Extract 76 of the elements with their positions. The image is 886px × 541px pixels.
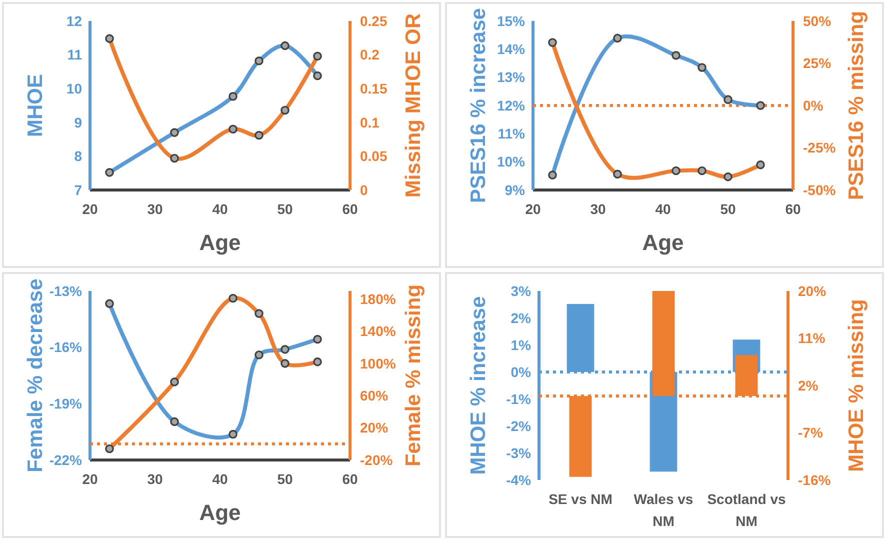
y-axis-title: MHOE xyxy=(24,74,47,137)
y2-tick-label: 0.15 xyxy=(360,80,388,96)
y2-tick-label: 2% xyxy=(798,377,819,394)
x-tick-label: 60 xyxy=(342,201,358,217)
x-tick-label: 30 xyxy=(147,201,163,217)
y2-axis-title: MHOE % missing xyxy=(845,299,868,472)
y-tick-label: -16% xyxy=(49,339,83,356)
x-tick-label: Scotland vs NM xyxy=(707,491,786,529)
y-tick-label: -22% xyxy=(49,452,83,468)
y2-axis-title: Female % missing xyxy=(402,284,425,467)
y-tick-label: -13% xyxy=(49,282,83,299)
x-tick-label: 40 xyxy=(212,201,228,217)
y2-tick-label: 60% xyxy=(360,388,389,404)
y2-axis-title: PSES16 % missing xyxy=(845,10,868,200)
x-tick-label: 60 xyxy=(342,471,358,487)
y-tick-label: 12% xyxy=(496,97,526,114)
x-tick-label: SE vs NM xyxy=(548,491,612,507)
y2-tick-label: 180% xyxy=(360,290,396,307)
y-tick-label: 7 xyxy=(74,182,82,198)
y2-tick-label: -16% xyxy=(798,472,832,488)
y2-tick-label: 100% xyxy=(360,355,396,372)
y-axis-title: PSES16 % increase xyxy=(467,8,490,203)
x-tick-label: 20 xyxy=(82,471,98,487)
x-tick-label: 60 xyxy=(785,201,801,217)
y-tick-label: 10 xyxy=(66,80,82,96)
y2-tick-label: 25% xyxy=(803,55,832,72)
y2-tick-label: 0.2 xyxy=(360,46,380,63)
y-tick-label: -4% xyxy=(506,472,532,488)
y-tick-label: 1% xyxy=(510,336,532,353)
y-axis-title: Female % decrease xyxy=(24,278,47,472)
y-tick-label: -1% xyxy=(506,390,532,407)
x-tick-label: 50 xyxy=(277,201,293,217)
y2-tick-label: 0 xyxy=(360,182,368,198)
y2-tick-label: -20% xyxy=(360,452,394,468)
y2-tick-label: -25% xyxy=(803,140,836,156)
y-axis-title: MHOE % increase xyxy=(467,296,490,475)
y2-tick-label: 11% xyxy=(798,330,826,346)
y-tick-label: 12 xyxy=(66,12,82,29)
y-tick-label: 9 xyxy=(74,114,82,130)
y2-axis-title: Missing MHOE OR xyxy=(402,13,425,198)
y-tick-label: 10% xyxy=(496,154,526,170)
y-tick-label: 11% xyxy=(498,126,526,142)
y-tick-label: 14% xyxy=(496,41,526,58)
y-tick-label: -19% xyxy=(49,396,83,412)
y2-tick-label: 0% xyxy=(803,97,824,114)
x-tick-label: Wales vs NM xyxy=(634,491,694,529)
y-tick-label: 15% xyxy=(496,12,526,29)
y2-tick-label: -50% xyxy=(803,182,836,198)
y-tick-label: 2% xyxy=(510,310,532,326)
y2-tick-label: 0.1 xyxy=(360,114,380,130)
y2-tick-label: 0.05 xyxy=(360,148,388,164)
x-tick-label: 30 xyxy=(147,471,163,487)
y2-tick-label: 20% xyxy=(798,282,827,299)
y-tick-label: 9% xyxy=(504,182,526,198)
x-axis-title: Age xyxy=(199,230,241,255)
x-tick-label: 40 xyxy=(212,471,228,487)
y2-tick-label: -7% xyxy=(798,424,824,441)
y-tick-label: 3% xyxy=(510,282,532,299)
x-axis-title: Age xyxy=(199,500,241,525)
x-tick-label: 30 xyxy=(590,201,606,217)
y2-tick-label: 20% xyxy=(360,420,389,436)
x-tick-label: 50 xyxy=(277,471,293,487)
x-tick-label: 40 xyxy=(655,201,671,217)
x-tick-label: 20 xyxy=(82,201,98,217)
y2-tick-label: 50% xyxy=(803,12,832,29)
y-tick-label: -3% xyxy=(506,444,532,461)
y-tick-label: 13% xyxy=(496,69,526,86)
y2-tick-label: 0.25 xyxy=(360,12,388,29)
y-tick-label: -2% xyxy=(506,418,532,434)
x-tick-label: 50 xyxy=(720,201,736,217)
y-tick-label: 11 xyxy=(67,46,82,63)
y2-tick-label: 140% xyxy=(360,323,396,340)
x-tick-label: 20 xyxy=(525,201,541,217)
x-axis-title: Age xyxy=(642,230,684,255)
y-tick-label: 8 xyxy=(74,148,82,164)
y-tick-label: 0% xyxy=(510,364,532,380)
